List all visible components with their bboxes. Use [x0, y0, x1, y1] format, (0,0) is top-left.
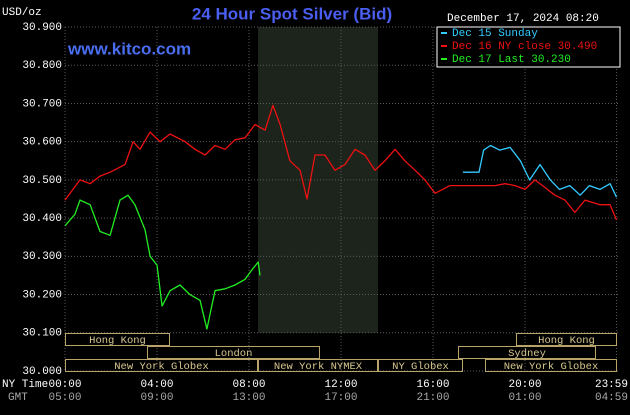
- session-label: Sydney: [508, 348, 546, 360]
- session-label: Hong Kong: [538, 335, 595, 347]
- y-tick-label: 30.700: [22, 98, 62, 110]
- session-box: [65, 333, 170, 346]
- legend-label: Dec 16 NY close 30.490: [452, 41, 597, 53]
- x-tick-label: 12:00: [324, 379, 357, 391]
- gmt-tick-label: 09:00: [140, 392, 173, 404]
- ny-time-label: NY Time: [2, 379, 48, 391]
- gmt-tick-label: 04:59: [595, 392, 628, 404]
- gmt-tick-label: 05:00: [48, 392, 81, 404]
- y-tick-label: 30.400: [22, 213, 62, 225]
- price-line: [64, 104, 618, 221]
- session-box: [516, 333, 617, 346]
- y-tick-label: 30.100: [22, 328, 62, 340]
- x-tick-label: 04:00: [140, 379, 173, 391]
- website: www.kitco.com: [67, 39, 191, 58]
- legend-label: Dec 15 Sunday: [452, 28, 538, 40]
- session-box: [458, 346, 596, 359]
- session-label: London: [215, 348, 253, 360]
- gmt-tick-label: 13:00: [232, 392, 265, 404]
- x-tick-label: 20:00: [508, 379, 541, 391]
- session-box: [147, 346, 320, 359]
- y-tick-label: 30.900: [22, 22, 62, 34]
- y-tick-label: 30.000: [22, 366, 62, 378]
- session-label: New York Globex: [114, 361, 209, 373]
- gmt-label: GMT: [8, 392, 28, 404]
- session-label: New York NYMEX: [274, 361, 363, 373]
- gmt-tick-label: 21:00: [416, 392, 449, 404]
- y-tick-label: 30.800: [22, 60, 62, 72]
- legend-label: Dec 17 Last 30.230: [452, 54, 571, 66]
- session-box: [65, 359, 258, 372]
- session-label: New York Globex: [504, 361, 599, 373]
- x-tick-label: 23:59: [595, 379, 628, 391]
- x-tick-label: 00:00: [48, 379, 81, 391]
- y-tick-label: 30.200: [22, 289, 62, 301]
- legend-box: [436, 26, 621, 68]
- gmt-tick-label: 01:00: [508, 392, 541, 404]
- chart-title: 24 Hour Spot Silver (Bid): [192, 4, 392, 23]
- gmt-tick-label: 17:00: [324, 392, 357, 404]
- session-label: NY Globex: [392, 361, 449, 373]
- price-line: [64, 194, 261, 330]
- session-label: Hong Kong: [89, 335, 146, 347]
- y-axis-label: USD/oz: [2, 7, 42, 19]
- timestamp: December 17, 2024 08:20: [447, 13, 599, 25]
- session-box: [485, 359, 617, 372]
- session-box: [258, 359, 378, 372]
- y-tick-label: 30.300: [22, 251, 62, 263]
- x-tick-label: 08:00: [232, 379, 265, 391]
- price-line: [462, 144, 618, 198]
- plot: [64, 104, 618, 330]
- session-box: [378, 359, 463, 372]
- y-tick-label: 30.500: [22, 175, 62, 187]
- y-tick-label: 30.600: [22, 137, 62, 149]
- x-tick-label: 16:00: [416, 379, 449, 391]
